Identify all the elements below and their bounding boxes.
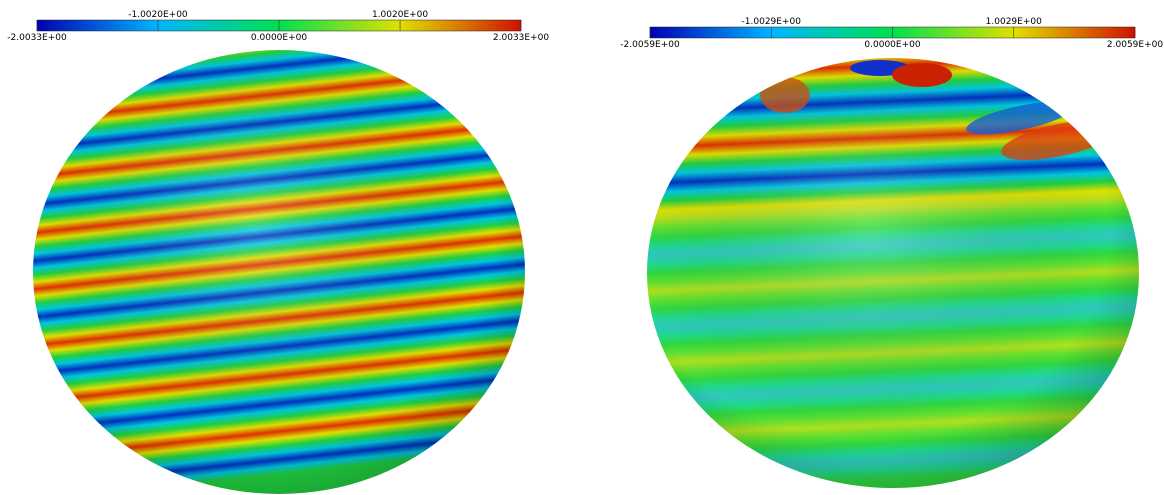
tick-label: 0.0000E+00 bbox=[251, 33, 307, 43]
tick-label: -1.0020E+00 bbox=[128, 10, 188, 20]
sphere-right bbox=[647, 58, 1139, 488]
tick-label: 2.0059E+00 bbox=[1107, 40, 1163, 50]
sphere-left bbox=[33, 50, 525, 494]
tick-label: -2.0059E+00 bbox=[620, 40, 680, 50]
tick-label: -1.0029E+00 bbox=[742, 17, 802, 27]
tick-label: 2.0033E+00 bbox=[493, 33, 549, 43]
tick-label: 1.0020E+00 bbox=[372, 10, 428, 20]
tick-label: 1.0029E+00 bbox=[986, 17, 1042, 27]
tick-label: -2.0033E+00 bbox=[7, 33, 67, 43]
tick-label: 0.0000E+00 bbox=[864, 40, 920, 50]
